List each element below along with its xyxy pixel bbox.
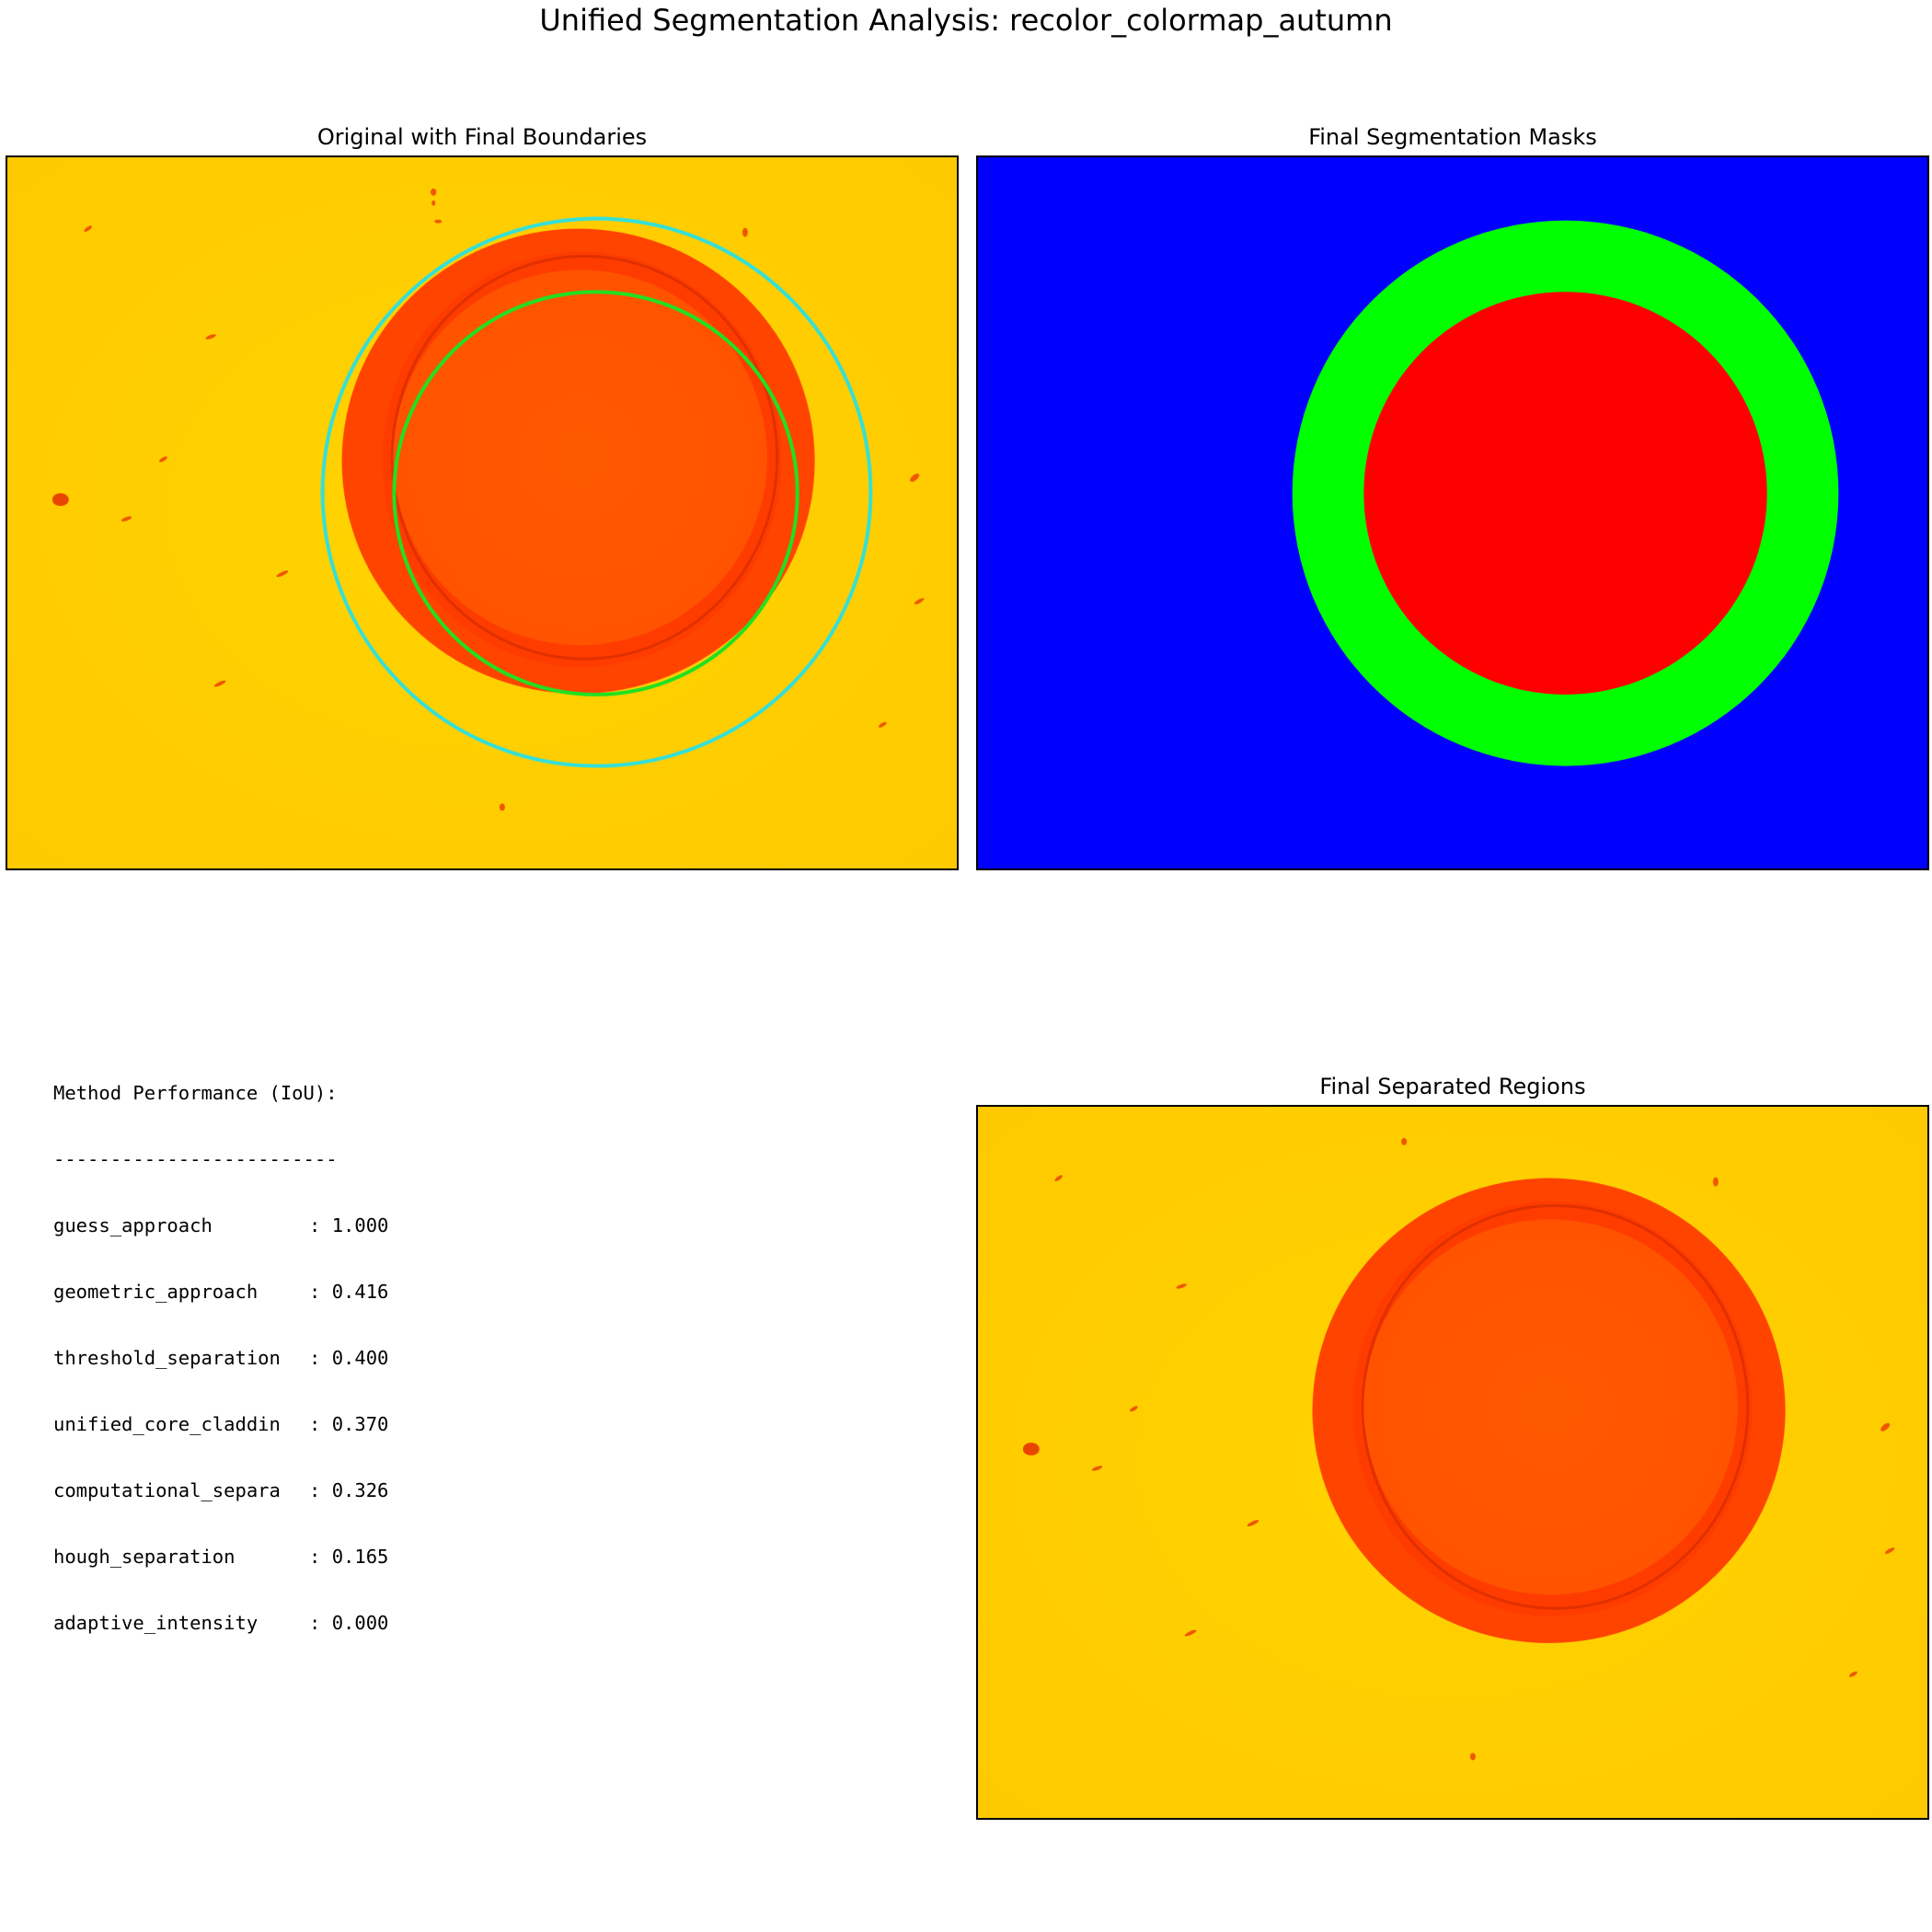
performance-row: computational_separa: 0.326	[53, 1479, 389, 1501]
method-performance-text: Method Performance (IoU): --------------…	[53, 1038, 388, 1656]
performance-row: geometric_approach: 0.416	[53, 1281, 389, 1303]
core-mask	[1363, 292, 1767, 695]
inner-boundary-circle	[392, 290, 799, 696]
separated-regions-image	[978, 1107, 1927, 1818]
surface-specks	[52, 188, 925, 811]
segmentation-masks	[978, 157, 1927, 868]
original-image-panel	[6, 155, 959, 870]
performance-separator: -------------------------	[53, 1148, 338, 1170]
performance-heading: Method Performance (IoU):	[53, 1082, 338, 1104]
performance-row: guess_approach: 1.000	[53, 1214, 389, 1236]
core-region	[1363, 1219, 1738, 1595]
masks-panel	[976, 155, 1929, 870]
masks-panel-title: Final Segmentation Masks	[1308, 124, 1597, 150]
separated-panel-title: Final Separated Regions	[1319, 1074, 1586, 1099]
performance-row: unified_core_claddin: 0.370	[53, 1413, 389, 1435]
original-panel-title: Original with Final Boundaries	[316, 124, 648, 150]
performance-row: adaptive_intensity: 0.000	[53, 1612, 389, 1634]
performance-row: threshold_separation: 0.400	[53, 1347, 389, 1369]
original-image	[7, 157, 957, 868]
outer-boundary-circle	[320, 216, 873, 768]
figure-title: Unified Segmentation Analysis: recolor_c…	[539, 3, 1393, 38]
performance-row: hough_separation: 0.165	[53, 1546, 389, 1568]
surface-specks	[1022, 1137, 1895, 1761]
separated-regions-panel	[976, 1105, 1929, 1820]
core-region	[393, 270, 767, 646]
